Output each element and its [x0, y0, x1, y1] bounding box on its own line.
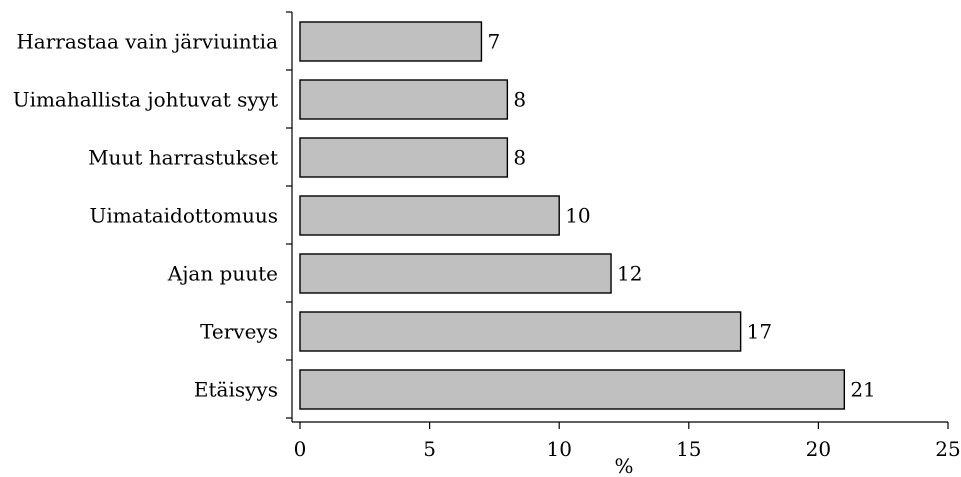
value-label: 10 [565, 204, 590, 228]
category-label: Terveys [200, 320, 278, 344]
value-label: 17 [747, 320, 772, 344]
bar [299, 137, 509, 178]
axes [286, 11, 948, 423]
bars-group [299, 21, 846, 410]
x-tick-label: 10 [546, 437, 571, 461]
bar [299, 195, 560, 236]
category-label: Ajan puute [167, 262, 278, 286]
category-label: Muut harrastukset [88, 146, 278, 170]
bar [299, 311, 742, 352]
x-tick-label: 15 [676, 437, 701, 461]
x-tick-label: 0 [294, 437, 307, 461]
value-label: 12 [617, 262, 642, 286]
x-ticks: 0 5 10 15 20 25 [294, 422, 961, 461]
value-label: 21 [850, 378, 875, 402]
value-label: 7 [487, 30, 500, 54]
bar [299, 21, 483, 62]
category-labels: Harrastaa vain järviuintia Uimahallista j… [13, 30, 278, 402]
bar [299, 253, 612, 294]
bar [299, 369, 846, 410]
category-label: Harrastaa vain järviuintia [16, 30, 278, 54]
category-label: Etäisyys [194, 378, 278, 402]
x-axis-title: % [614, 454, 633, 477]
x-tick-label: 20 [806, 437, 831, 461]
value-labels: 7 8 8 10 12 17 21 [487, 30, 875, 402]
value-label: 8 [513, 146, 526, 170]
value-label: 8 [513, 88, 526, 112]
x-tick-label: 25 [935, 437, 960, 461]
bar [299, 79, 509, 120]
category-label: Uimahallista johtuvat syyt [13, 88, 278, 112]
category-label: Uimataidottomuus [90, 204, 278, 228]
x-tick-label: 5 [423, 437, 436, 461]
